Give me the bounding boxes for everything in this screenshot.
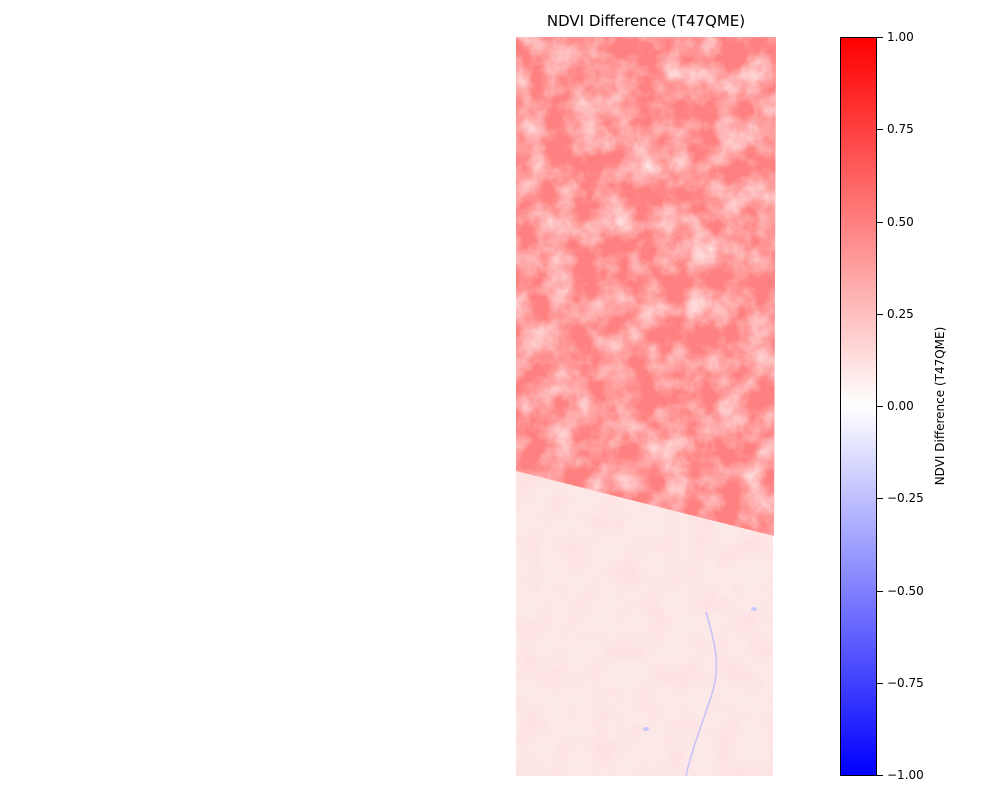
colorbar-tick-label: 0.75 bbox=[887, 122, 914, 137]
colorbar-tick-label: 1.00 bbox=[887, 30, 914, 44]
colorbar-tick-label: −0.50 bbox=[887, 583, 924, 598]
colorbar-label: NDVI Difference (T47QME) bbox=[933, 326, 947, 486]
colorbar-tick bbox=[877, 406, 883, 407]
colorbar-tick bbox=[877, 129, 883, 131]
colorbar-tick bbox=[877, 775, 883, 776]
colorbar bbox=[840, 37, 877, 776]
colorbar-tick-label: −0.25 bbox=[887, 491, 924, 506]
water-spot bbox=[643, 727, 649, 731]
upper-region-texture bbox=[516, 37, 776, 536]
river-line bbox=[685, 611, 718, 776]
colorbar-tick bbox=[877, 313, 883, 315]
colorbar-tick bbox=[877, 221, 883, 223]
colorbar-tick-label: 0.00 bbox=[887, 399, 914, 413]
colorbar-tick bbox=[877, 590, 883, 592]
water-spot bbox=[751, 607, 757, 611]
colorbar-tick-label: 0.25 bbox=[887, 306, 914, 321]
chart-title: NDVI Difference (T47QME) bbox=[546, 12, 746, 30]
colorbar-tick-label: −1.00 bbox=[887, 768, 924, 782]
ndvi-difference-map bbox=[516, 37, 776, 776]
colorbar-tick bbox=[877, 682, 883, 684]
colorbar-tick-label: 0.50 bbox=[887, 214, 914, 229]
colorbar-tick bbox=[877, 498, 883, 500]
colorbar-tick-label: −0.75 bbox=[887, 675, 924, 690]
colorbar-tick bbox=[877, 37, 883, 38]
